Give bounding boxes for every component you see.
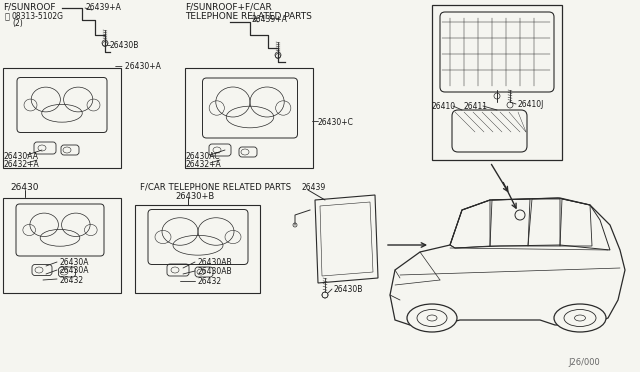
Text: 26430: 26430 <box>10 183 38 192</box>
Text: 26430B: 26430B <box>110 41 140 49</box>
Text: 26430AC: 26430AC <box>185 152 220 161</box>
Ellipse shape <box>554 304 606 332</box>
Bar <box>135 205 260 293</box>
Text: F/SUNROOF+F/CAR: F/SUNROOF+F/CAR <box>185 3 272 12</box>
Text: — 26430+A: — 26430+A <box>115 62 161 71</box>
Text: 26430A: 26430A <box>60 266 90 275</box>
Text: 26432+A: 26432+A <box>185 160 221 169</box>
Bar <box>432 5 562 160</box>
Text: 26439+A: 26439+A <box>85 3 121 12</box>
Text: F/SUNROOF: F/SUNROOF <box>3 3 56 12</box>
Text: 26432: 26432 <box>198 277 222 286</box>
Text: 26432+A: 26432+A <box>3 160 39 169</box>
Text: 26439: 26439 <box>302 183 326 192</box>
Text: 26430AB: 26430AB <box>198 258 232 267</box>
Text: Ⓢ: Ⓢ <box>5 12 10 21</box>
Text: 26410J: 26410J <box>517 100 543 109</box>
FancyBboxPatch shape <box>440 12 554 92</box>
Bar <box>185 68 313 168</box>
Bar <box>3 198 121 293</box>
Text: 26430+B: 26430+B <box>175 192 214 201</box>
Text: F/CAR TELEPHONE RELATED PARTS: F/CAR TELEPHONE RELATED PARTS <box>140 183 291 192</box>
Text: 26430A: 26430A <box>60 258 90 267</box>
Text: 26430B: 26430B <box>333 285 362 294</box>
Bar <box>3 68 121 168</box>
Text: 26411: 26411 <box>463 102 487 111</box>
Text: J26/000: J26/000 <box>568 358 600 367</box>
Text: TELEPHONE RELATED PARTS: TELEPHONE RELATED PARTS <box>185 12 312 21</box>
Text: 08313-5102G: 08313-5102G <box>11 12 63 21</box>
Text: 26439+A: 26439+A <box>252 15 288 24</box>
Text: 26430AB: 26430AB <box>198 267 232 276</box>
Text: (2): (2) <box>12 19 23 28</box>
Ellipse shape <box>407 304 457 332</box>
Text: 26432: 26432 <box>60 276 84 285</box>
Text: 26430+C: 26430+C <box>318 118 354 127</box>
Text: 26430AA: 26430AA <box>3 152 38 161</box>
Text: 26410: 26410 <box>432 102 456 111</box>
